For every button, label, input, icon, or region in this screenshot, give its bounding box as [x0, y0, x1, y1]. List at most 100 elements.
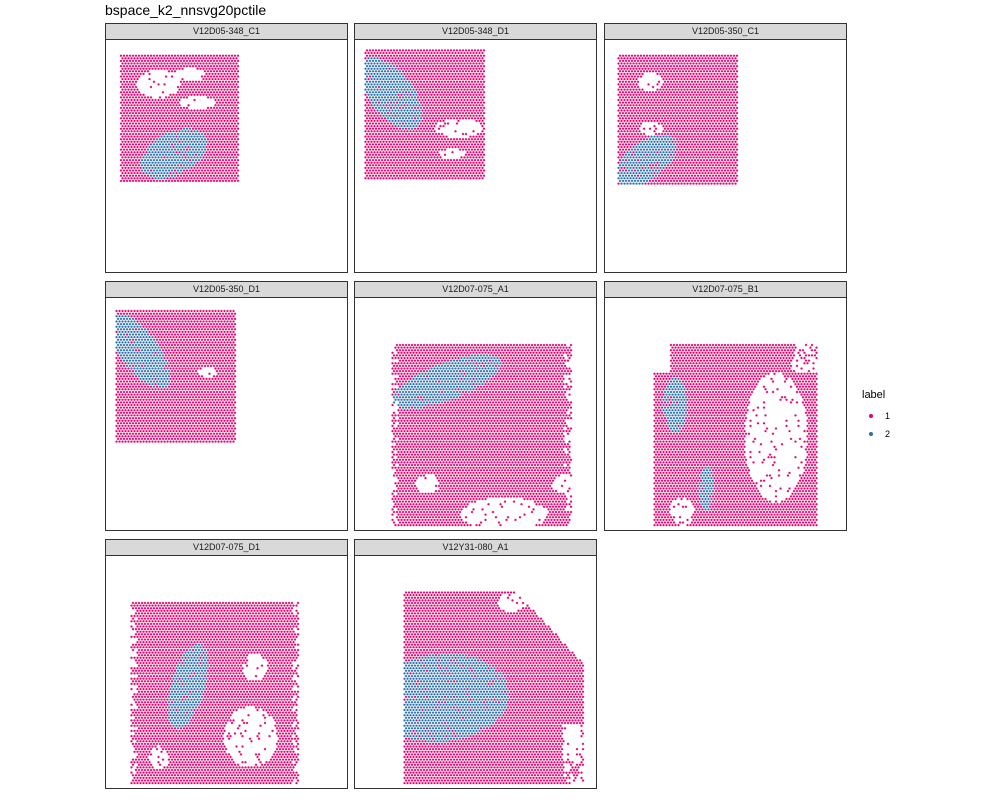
spot-point — [181, 140, 184, 144]
spot-point — [467, 64, 471, 68]
spot-point — [692, 114, 695, 118]
spot-point — [230, 163, 234, 167]
spot-point — [725, 72, 728, 76]
spot-point — [196, 150, 199, 154]
spot-point — [446, 101, 450, 104]
spot-point — [662, 67, 665, 71]
spot-point — [648, 90, 652, 94]
spot-point — [433, 119, 436, 123]
spot-point — [678, 132, 682, 136]
spot-point — [683, 119, 686, 123]
spot-point — [233, 106, 237, 110]
spot-point — [388, 62, 391, 65]
spot-point — [227, 90, 231, 94]
spot-point — [365, 101, 369, 104]
spot-point — [214, 124, 217, 128]
spot-point — [376, 156, 379, 159]
spot-point — [454, 72, 457, 76]
spot-point — [436, 88, 439, 91]
spot-point — [175, 150, 178, 154]
spot-point — [642, 111, 646, 115]
spot-point — [142, 161, 145, 165]
spot-point — [466, 176, 469, 180]
spot-point — [379, 135, 382, 138]
spot-point — [671, 67, 674, 71]
spot-point — [443, 111, 447, 115]
spot-point — [418, 114, 421, 118]
spot-point — [212, 148, 216, 151]
spot-point — [398, 96, 402, 99]
spot-point — [717, 64, 721, 68]
spot-point — [191, 158, 195, 162]
spot-point — [119, 80, 123, 84]
spot-point — [199, 124, 202, 128]
spot-point — [422, 122, 426, 125]
spot-point — [235, 62, 238, 65]
spot-point — [442, 88, 445, 91]
spot-point — [205, 119, 208, 123]
spot-point — [418, 72, 421, 76]
spot-point — [128, 111, 132, 115]
spot-point — [675, 122, 679, 125]
spot-point — [193, 109, 196, 112]
spot-point — [431, 127, 435, 131]
spot-point — [415, 171, 418, 175]
spot-point — [708, 59, 712, 63]
spot-point — [146, 169, 150, 172]
spot-point — [388, 171, 391, 175]
spot-point — [394, 171, 397, 175]
spot-point — [431, 106, 435, 110]
spot-point — [121, 98, 124, 102]
spot-point — [383, 59, 387, 63]
spot-point — [206, 54, 210, 58]
spot-point — [230, 111, 234, 115]
spot-point — [704, 119, 707, 123]
spot-point — [389, 75, 393, 78]
spot-point — [373, 119, 376, 123]
spot-point — [383, 153, 387, 157]
spot-point — [145, 62, 148, 65]
spot-point — [720, 148, 724, 151]
spot-point — [460, 62, 463, 65]
spot-point — [400, 145, 403, 149]
spot-point — [377, 169, 381, 172]
spot-point — [209, 111, 213, 115]
spot-point — [367, 161, 370, 165]
spot-point — [229, 150, 232, 154]
spot-point — [439, 161, 442, 165]
spot-point — [445, 135, 448, 138]
spot-point — [148, 135, 151, 138]
spot-point — [236, 153, 240, 157]
spot-point — [191, 143, 195, 146]
spot-point — [229, 88, 232, 91]
spot-point — [415, 161, 418, 165]
spot-point — [725, 67, 728, 71]
spot-point — [376, 103, 379, 107]
spot-point — [365, 75, 369, 78]
spot-point — [424, 166, 427, 170]
spot-point — [392, 153, 396, 157]
spot-point — [699, 122, 703, 125]
spot-point — [428, 80, 432, 84]
spot-point — [119, 158, 123, 162]
spot-point — [400, 161, 403, 165]
spot-point — [397, 156, 400, 159]
spot-point — [410, 54, 414, 58]
spot-point — [711, 127, 715, 131]
spot-point — [227, 101, 231, 104]
spot-point — [389, 148, 393, 151]
spot-point — [211, 114, 214, 118]
spot-point — [220, 124, 223, 128]
spot-point — [698, 83, 701, 86]
spot-point — [660, 54, 664, 58]
spot-point — [127, 109, 130, 112]
spot-point — [717, 101, 721, 104]
spot-point — [419, 80, 423, 84]
spot-point — [430, 171, 433, 175]
spot-point — [451, 161, 454, 165]
spot-point — [416, 163, 420, 167]
spot-point — [125, 96, 129, 99]
spot-point — [221, 90, 225, 94]
spot-point — [626, 140, 629, 144]
spot-point — [385, 119, 388, 123]
